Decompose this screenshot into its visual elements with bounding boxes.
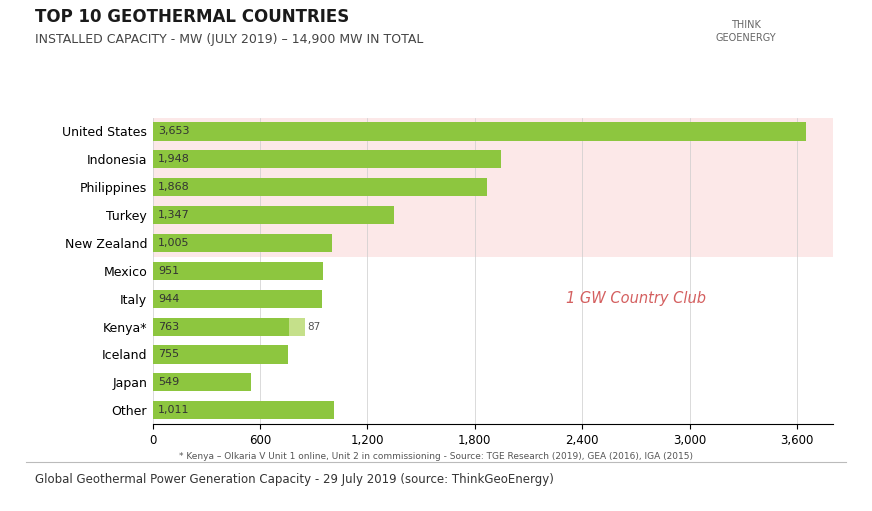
Bar (153, 206, 393, 224)
Text: 755: 755 (158, 350, 179, 359)
Text: * Kenya – Olkaria V Unit 1 online, Unit 2 in commissioning - Source: TGE Researc: * Kenya – Olkaria V Unit 1 online, Unit … (179, 452, 693, 461)
Text: INSTALLED CAPACITY - MW (JULY 2019) – 14,900 MW IN TOTAL: INSTALLED CAPACITY - MW (JULY 2019) – 14… (35, 33, 423, 46)
Text: 1,347: 1,347 (158, 210, 190, 220)
Bar (153, 123, 807, 141)
Bar (153, 178, 487, 196)
Text: 1,005: 1,005 (158, 238, 189, 248)
Bar (153, 345, 288, 363)
Text: 3,653: 3,653 (158, 126, 189, 136)
Bar (153, 317, 290, 336)
Bar (290, 317, 304, 336)
Bar (153, 118, 833, 257)
Bar (153, 373, 251, 391)
Text: 1,011: 1,011 (158, 405, 189, 415)
Text: 1,948: 1,948 (158, 154, 190, 165)
Text: 87: 87 (308, 321, 321, 332)
Text: Global Geothermal Power Generation Capacity - 29 July 2019 (source: ThinkGeoEner: Global Geothermal Power Generation Capac… (35, 473, 554, 485)
Text: 944: 944 (158, 294, 180, 304)
Text: TOP 10 GEOTHERMAL COUNTRIES: TOP 10 GEOTHERMAL COUNTRIES (35, 8, 349, 26)
Text: 549: 549 (158, 377, 180, 387)
Bar (153, 401, 334, 419)
Text: THINK
GEOENERGY: THINK GEOENERGY (715, 20, 776, 43)
Bar (153, 290, 322, 308)
Bar (153, 234, 332, 252)
Text: 1 GW Country Club: 1 GW Country Club (566, 291, 705, 306)
Bar (153, 262, 323, 280)
Bar (153, 150, 501, 169)
Text: 1,868: 1,868 (158, 182, 190, 192)
Text: 763: 763 (158, 321, 179, 332)
Text: 951: 951 (158, 266, 179, 276)
